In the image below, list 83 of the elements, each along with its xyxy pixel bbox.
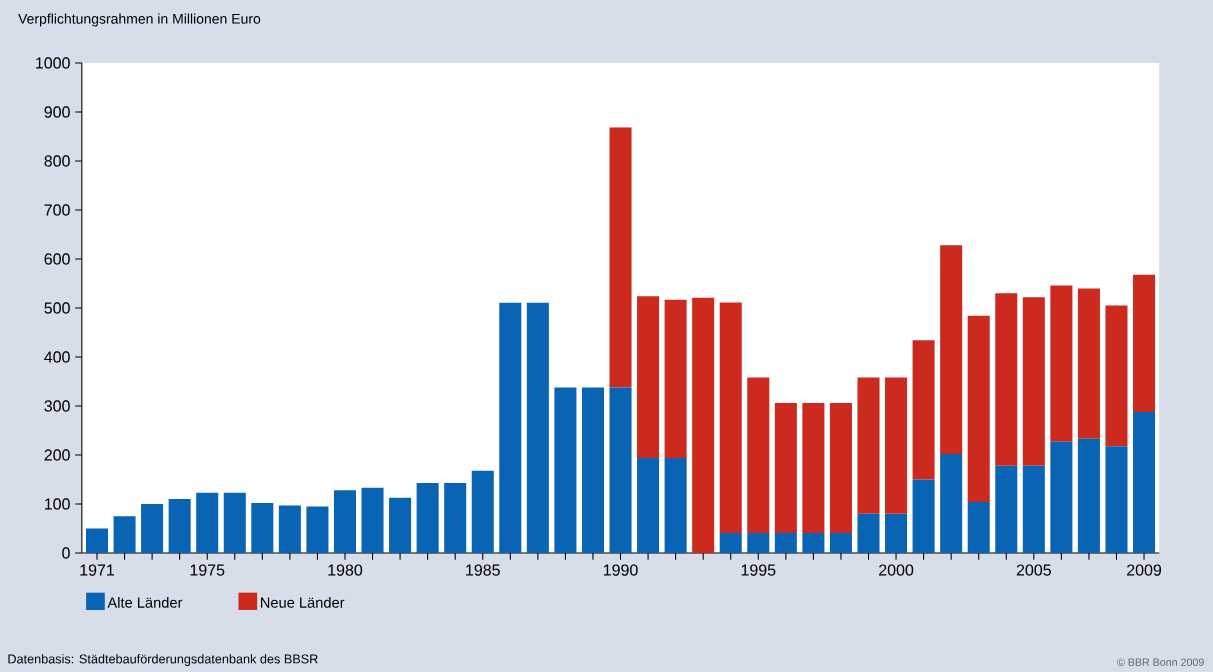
x-tick-label: 2005: [1016, 564, 1051, 576]
y-tick-label: 500: [44, 302, 70, 314]
bar: [1105, 446, 1128, 553]
y-tick-label: 300: [44, 400, 70, 412]
bar: [885, 513, 908, 553]
x-tick-label: 1975: [190, 564, 225, 576]
bar: [554, 387, 577, 553]
bar: [802, 532, 825, 553]
bar: [416, 482, 439, 553]
bar: [1133, 274, 1156, 412]
x-tick-label: 1971: [80, 564, 115, 576]
y-tick-label: 0: [62, 547, 70, 559]
bar: [719, 302, 742, 533]
x-tick-label: 2000: [879, 564, 914, 576]
bar: [196, 492, 219, 553]
legend-label: Alte Länder: [107, 597, 183, 608]
bar: [1077, 288, 1100, 439]
bar: [774, 532, 797, 553]
bar: [85, 528, 109, 553]
bar: [747, 532, 770, 553]
bar: [471, 470, 494, 553]
x-tick-label: 1980: [328, 564, 363, 576]
legend-label: Neue Länder: [261, 597, 345, 608]
y-tick-label: 400: [44, 351, 70, 363]
bar: [499, 302, 522, 553]
bar: [223, 492, 246, 553]
text: © BBR Bonn 2009: [1117, 658, 1204, 666]
bar: [1050, 285, 1073, 442]
bar: [967, 315, 990, 503]
bar: [609, 127, 632, 388]
bar: [1133, 411, 1156, 553]
y-tick-label: 700: [44, 204, 70, 216]
bar: [692, 297, 715, 553]
bar: [526, 302, 549, 553]
bar: [1050, 441, 1073, 553]
bar: [857, 377, 880, 514]
y-tick-label: 100: [44, 498, 70, 510]
bar: [113, 516, 136, 553]
bar: [637, 296, 660, 458]
x-tick-label: 1995: [741, 564, 776, 576]
bar: [389, 497, 412, 553]
bar: [664, 457, 687, 553]
bar: [995, 293, 1018, 466]
x-tick-label: 1990: [603, 564, 638, 576]
bar: [609, 387, 632, 553]
y-tick-label: 900: [44, 106, 70, 118]
bar: [719, 532, 742, 553]
bar: [912, 340, 935, 480]
bar: [251, 503, 274, 553]
bar: [278, 505, 301, 553]
bar: [581, 387, 604, 553]
bar: [747, 377, 770, 533]
bar: [637, 457, 660, 553]
bar: [333, 490, 357, 553]
bar: [967, 502, 990, 553]
x-tick-label: 2009: [1127, 564, 1162, 576]
bar: [912, 479, 935, 553]
y-tick-label: 200: [44, 449, 70, 461]
bar: [1077, 438, 1100, 553]
bar: [444, 482, 467, 553]
bar: [829, 403, 852, 533]
bar: [829, 532, 852, 553]
bar: [940, 245, 963, 455]
y-tick-label: 600: [44, 253, 70, 265]
bar: [141, 504, 164, 553]
bar: [995, 465, 1018, 553]
bar: [774, 403, 797, 533]
bar: [1105, 305, 1128, 447]
bar: [306, 506, 329, 553]
bar: [940, 454, 963, 553]
bar: [664, 299, 687, 458]
y-tick-label: 800: [44, 155, 70, 167]
bar: [361, 487, 384, 553]
bar: [857, 513, 880, 553]
text: Datenbasis: Städtebauförderungsdatenbank des BBSR: [8, 654, 318, 666]
x-tick-label: 1985: [466, 564, 500, 576]
bar: [802, 403, 825, 533]
bar: [1022, 465, 1045, 553]
y-axis-title: Verpflichtungsrahmen in Millionen Euro: [18, 13, 261, 27]
bar: [1022, 297, 1045, 466]
bar: [168, 499, 191, 553]
y-tick-label: 1000: [36, 57, 70, 69]
bar: [885, 377, 908, 514]
